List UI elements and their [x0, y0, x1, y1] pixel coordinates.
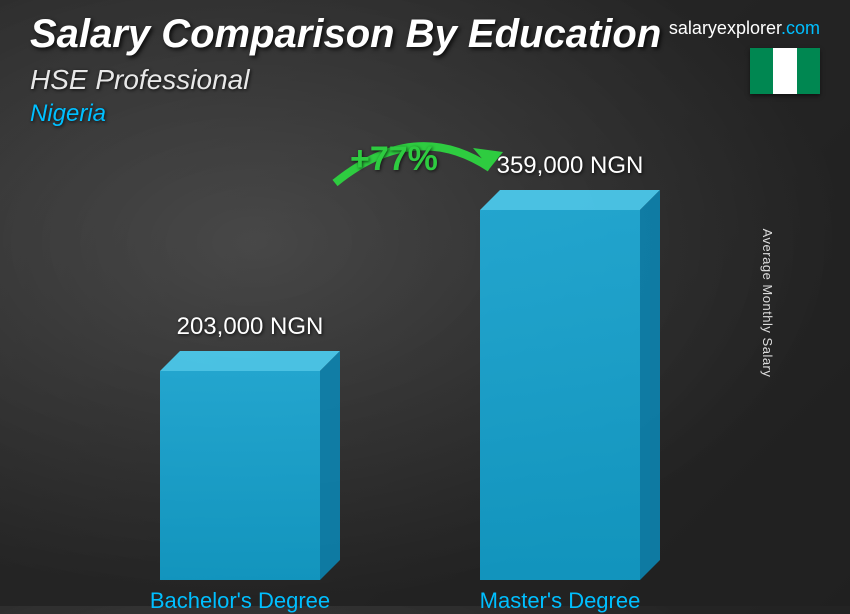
- flag-stripe-left: [750, 48, 773, 94]
- bar-top-face: [480, 190, 660, 210]
- y-axis-label: Average Monthly Salary: [760, 229, 775, 378]
- country-label: Nigeria: [30, 100, 106, 128]
- flag-stripe-middle: [773, 48, 796, 94]
- bar-category-label: Master's Degree: [430, 588, 690, 614]
- job-title: HSE Professional: [30, 64, 249, 96]
- bar-side-face: [320, 351, 340, 580]
- bar-top-face: [160, 351, 340, 371]
- bar-category-label: Bachelor's Degree: [110, 588, 370, 614]
- bar-front-face: [480, 210, 640, 580]
- brand-logo: salaryexplorer.com: [669, 18, 820, 39]
- bar-value-label: 359,000 NGN: [440, 152, 700, 180]
- flag-stripe-right: [797, 48, 820, 94]
- bar-front-face: [160, 371, 320, 580]
- country-flag-icon: [750, 48, 820, 94]
- brand-suffix: .com: [781, 18, 820, 38]
- bar-chart: 203,000 NGN Bachelor's Degree 359,000 NG…: [100, 160, 720, 580]
- bar-value-label: 203,000 NGN: [120, 313, 380, 341]
- page-title: Salary Comparison By Education: [30, 12, 661, 57]
- bar-side-face: [640, 190, 660, 580]
- brand-prefix: salaryexplorer: [669, 18, 781, 38]
